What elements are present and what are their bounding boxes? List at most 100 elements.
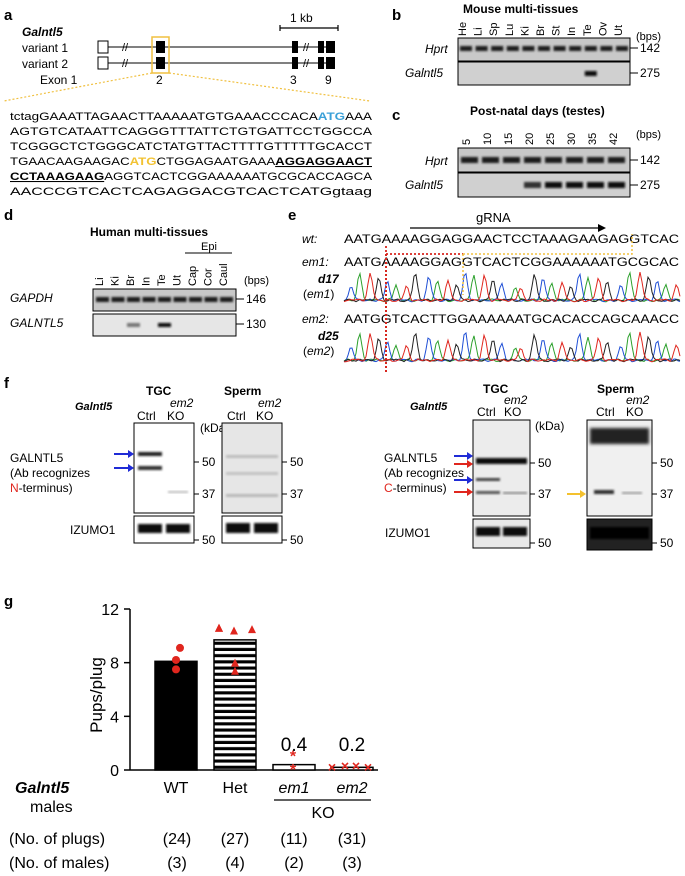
lane-label-b-he: He: [457, 22, 469, 36]
variant-1-gene-model: // //: [97, 40, 335, 54]
band-c-hprt-1: [482, 157, 499, 163]
panel-letter-a: a: [4, 7, 13, 24]
males-counts: (3) (4) (2) (3): [167, 855, 362, 872]
chromatogram-em1: [343, 270, 681, 303]
exon-2-label: 2: [156, 73, 163, 87]
row-label-galntl5-c: Galntl5: [405, 178, 443, 192]
band-c-hprt-4: [545, 157, 562, 163]
lane-label-d-ki: Ki: [110, 276, 122, 286]
trace-em2-g: [343, 332, 681, 363]
band-c-hprt-0: [461, 157, 478, 163]
lane-label-c-15: 15: [503, 133, 515, 145]
band-d-gapdh-1: [111, 297, 125, 302]
marker-50-f: 50: [538, 536, 552, 550]
point-em2-3: [364, 763, 372, 771]
point-het-2: [248, 625, 256, 634]
size-275-b: 275: [640, 66, 660, 80]
gene-label-g: Galntl5: [15, 780, 70, 797]
band-d-galntl5-4: [158, 323, 171, 327]
marker-37-e: 37: [538, 487, 552, 501]
panel-letter-e: e: [288, 207, 296, 224]
point-em2-2: [352, 762, 360, 770]
n-terminus-label: N-terminus): [10, 481, 73, 495]
tgc-label-left: TGC: [146, 384, 172, 398]
x-tick-label-em1: em1: [278, 780, 309, 797]
lane-label-c-5: 5: [461, 139, 473, 145]
point-em1-0: *: [290, 762, 297, 779]
lane-label-d-cap: Cap: [187, 266, 199, 286]
svg-text://: //: [122, 58, 129, 70]
y-tick-label-8: 8: [110, 656, 119, 673]
point-het-3: [215, 623, 223, 632]
panel-letter-d: d: [4, 207, 13, 224]
bps-unit-b: (bps): [636, 31, 661, 43]
lane-label-d-ut: Ut: [172, 275, 184, 286]
size-142-c: 142: [640, 153, 660, 167]
arrow-red-upper-right: [454, 460, 473, 468]
band-c-hprt-7: [608, 157, 625, 163]
em1-label: em1:: [302, 255, 329, 269]
panel-c-title: Post-natal days (testes): [470, 104, 605, 118]
lane-label-c-42: 42: [608, 133, 620, 145]
band-d-gapdh-6: [189, 297, 202, 302]
exon-9-label: 9: [325, 73, 332, 87]
band-c-galntl5-7: [608, 182, 625, 188]
trace-em2-a: [343, 331, 681, 363]
band-c-galntl5-6: [587, 182, 604, 188]
row-label-galntl5-d: GALNTL5: [10, 316, 64, 330]
gene-name-a: Galntl5: [22, 25, 63, 39]
lane-label-b-ov: Ov: [597, 21, 609, 36]
svg-text://: //: [303, 58, 310, 70]
arrow-blue-upper-left: [114, 450, 134, 458]
lane-label-c-20: 20: [524, 133, 536, 145]
ctrl-label-tgc-left: Ctrl: [137, 409, 156, 423]
arrow-red-lower-right: [454, 488, 473, 496]
em2-label: em2:: [302, 312, 329, 326]
band-b-hprt-5: [538, 46, 550, 51]
izumo1-label-right: IZUMO1: [385, 526, 431, 540]
bands-c: [461, 157, 625, 188]
row-label-hprt-b: Hprt: [425, 42, 448, 56]
svg-text://: //: [122, 42, 129, 54]
trace-em2-t: [344, 331, 681, 363]
size-130-d: 130: [246, 317, 266, 331]
lane-label-c-25: 25: [545, 133, 557, 145]
lane-labels-c: 5 10 15 20 25 30 35 42: [461, 133, 620, 145]
lane-label-b-ut: Ut: [613, 25, 625, 36]
band-d-gapdh-0: [96, 297, 109, 302]
lane-labels-b: He Li Sp Lu Ki Br St In Te Ov Ut: [457, 21, 625, 36]
lane-label-d-caul: Caul: [218, 263, 230, 286]
bands-d: [96, 297, 233, 327]
band-tgc-c-50: [476, 458, 527, 464]
band-d-gapdh-8: [220, 297, 233, 302]
value-label-em2: 0.2: [339, 735, 365, 756]
band-c-galntl5-5: [566, 182, 583, 188]
variant-2-label: variant 2: [22, 57, 68, 71]
gene-label-f-right: Galntl5: [410, 401, 448, 413]
males-label-g: males: [30, 799, 73, 816]
band-c-hprt-2: [503, 157, 520, 163]
band-c-hprt-5: [566, 157, 583, 163]
lane-label-c-10: 10: [482, 133, 494, 145]
variant-1-label: variant 1: [22, 41, 68, 55]
band-tgc-n-lower: [138, 466, 162, 470]
band-d-gapdh-3: [142, 297, 156, 302]
marker-37-c: 37: [290, 487, 304, 501]
band-b-hprt-0: [460, 46, 472, 51]
y-tick-label-12: 12: [101, 602, 119, 619]
band-b-hprt-4: [522, 46, 535, 51]
d17-label: d17: [318, 272, 340, 286]
c-terminus-label: C-terminus): [384, 481, 447, 495]
em2-label-tgc-left: em2: [170, 396, 194, 410]
svg-text://: //: [303, 42, 310, 54]
marker-50-b: 50: [202, 533, 216, 547]
lane-label-b-in: In: [566, 27, 578, 36]
x-tick-label-het: Het: [223, 780, 248, 797]
bands-b: [460, 46, 628, 76]
em1-paren: (em1): [303, 287, 334, 301]
point-em1-1: *: [290, 749, 297, 766]
panel-letter-g: g: [4, 593, 13, 610]
band-c-galntl5-3: [524, 182, 541, 188]
